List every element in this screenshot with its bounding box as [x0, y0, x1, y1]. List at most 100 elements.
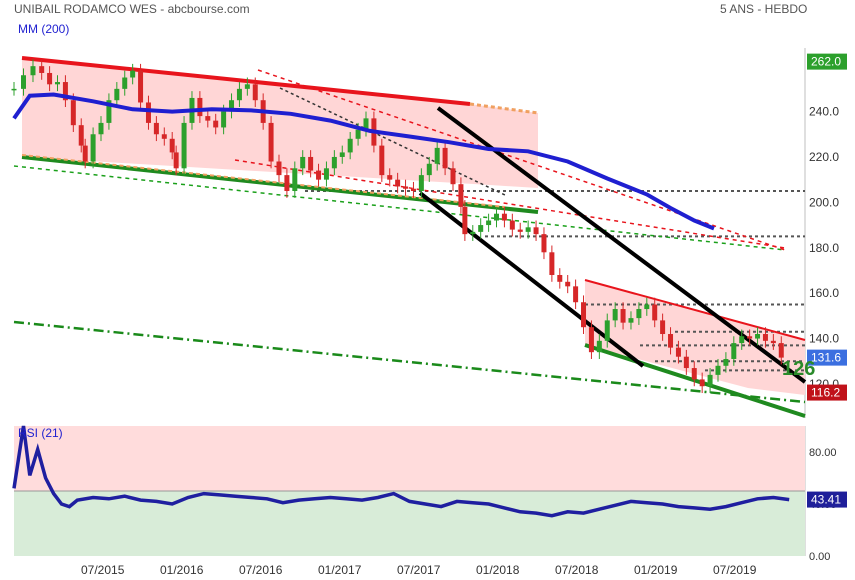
- candle-body: [410, 188, 416, 192]
- candle-body: [426, 163, 432, 176]
- candle-body: [644, 304, 650, 310]
- rsi-upper-zone: [14, 426, 805, 491]
- price-tick-label: 220.0: [809, 150, 839, 164]
- rsi-value-label: 43.41: [811, 493, 841, 507]
- candle-body: [486, 220, 492, 226]
- candle-body: [541, 234, 547, 253]
- green-channel-bottom: [21, 155, 539, 214]
- candle-body: [573, 286, 579, 303]
- price-tick-label: 200.0: [809, 195, 839, 209]
- candle-body: [450, 168, 456, 185]
- candle-body: [395, 179, 401, 187]
- rsi-value-tag: [807, 491, 847, 508]
- rsi-tick-label: 0.00: [809, 551, 830, 563]
- price-tag-box: [807, 349, 847, 366]
- candle-body: [442, 147, 448, 169]
- red-channel-top: [21, 56, 471, 106]
- candle-body: [145, 102, 151, 123]
- rsi-label: RSI (21): [18, 426, 63, 440]
- candle-body: [549, 252, 555, 275]
- candle-body: [252, 84, 258, 101]
- candle-body: [509, 220, 515, 230]
- orange-channel-bottom: [21, 154, 506, 208]
- x-tick-label: 01/2019: [634, 563, 678, 577]
- price-tick-label: 160.0: [809, 286, 839, 300]
- candle-body: [628, 318, 634, 323]
- x-tick-label: 01/2016: [160, 563, 204, 577]
- x-tick-label: 01/2017: [318, 563, 362, 577]
- x-tick-label: 07/2015: [81, 563, 125, 577]
- candle-body: [668, 334, 674, 348]
- candle-body: [284, 175, 290, 192]
- candle-body: [130, 70, 136, 78]
- chart-title: UNIBAIL RODAMCO WES - abcbourse.com: [14, 2, 250, 16]
- candle-body: [731, 343, 737, 359]
- candle-body: [581, 302, 587, 328]
- price-tag-box: [807, 384, 847, 401]
- candle-body: [205, 116, 211, 121]
- candle-body: [739, 336, 745, 344]
- candle-body: [106, 100, 112, 123]
- price-tag-label: 131.6: [811, 351, 841, 365]
- candle-body: [169, 138, 175, 153]
- partial-label: 126: [782, 358, 815, 380]
- candle-body: [78, 125, 84, 146]
- candle-body: [636, 309, 642, 319]
- candle-body: [755, 334, 761, 339]
- candle-body: [213, 120, 219, 128]
- candle-body: [707, 374, 713, 387]
- candle-body: [47, 72, 53, 85]
- candle-body: [683, 356, 689, 369]
- candle-body: [596, 340, 602, 353]
- candle-body: [612, 309, 618, 321]
- candle-body: [723, 358, 729, 366]
- candle-body: [470, 231, 476, 235]
- rsi-tick-label: 80.00: [809, 447, 837, 459]
- candle-body: [236, 88, 242, 101]
- price-tag-box: [807, 53, 847, 70]
- candle-body: [565, 281, 571, 287]
- candle-body: [181, 122, 187, 169]
- red-lower-channel: [584, 279, 806, 341]
- candle-body: [90, 134, 96, 162]
- candle-body: [525, 227, 531, 232]
- candle-body: [379, 145, 385, 176]
- price-tag: 131.6: [807, 349, 847, 366]
- candle-body: [699, 379, 705, 387]
- lower-zone: [585, 280, 805, 395]
- candle-body: [11, 88, 17, 91]
- candle-body: [762, 334, 768, 341]
- candle-body: [197, 97, 203, 117]
- candle-body: [588, 327, 594, 353]
- candle-body: [434, 147, 440, 164]
- red-channel-top-ext: [469, 102, 539, 115]
- candle-body: [517, 229, 523, 232]
- candle-body: [244, 84, 250, 89]
- candle-body: [323, 168, 329, 180]
- price-tag: 262.0: [807, 53, 847, 70]
- candle-body: [778, 343, 784, 358]
- candle-body: [462, 206, 468, 235]
- candle-body: [221, 111, 227, 128]
- price-tick-label: 240.0: [809, 105, 839, 119]
- candle-body: [316, 170, 322, 180]
- candle-body: [403, 186, 409, 189]
- ma-200-line: [12, 92, 715, 231]
- candle-body: [652, 304, 658, 321]
- candle-body: [715, 365, 721, 375]
- candle-body: [55, 82, 61, 85]
- candle-body: [458, 184, 464, 207]
- rsi-line: [12, 425, 790, 518]
- candle-body: [660, 320, 666, 335]
- candle-body: [62, 82, 68, 101]
- ma-label: MM (200): [18, 22, 70, 36]
- candle-body: [675, 347, 681, 357]
- candle-body: [331, 156, 337, 169]
- candle-body: [494, 213, 500, 221]
- green-dotted-support: [13, 165, 786, 251]
- candle-body: [173, 152, 179, 169]
- candle-body: [82, 145, 88, 162]
- price-tag-label: 116.2: [811, 386, 840, 400]
